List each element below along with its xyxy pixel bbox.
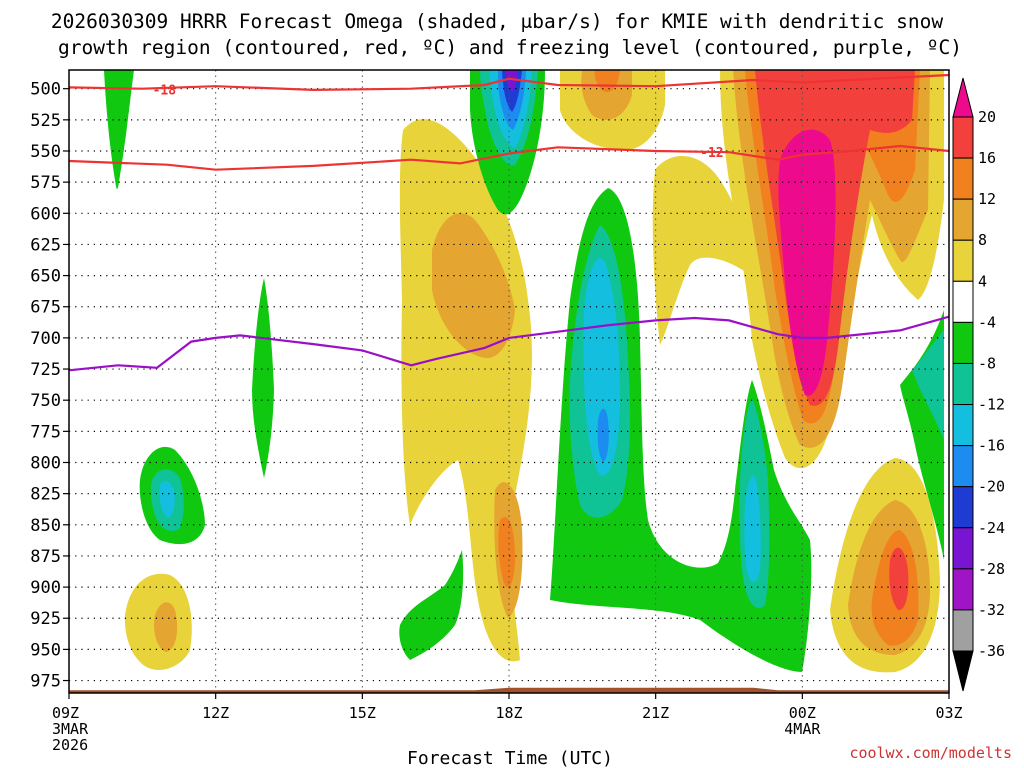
x-axis-label: Forecast Time (UTC)	[407, 748, 613, 768]
colorbar-label: -4	[978, 313, 996, 331]
omega-magenta-shading	[778, 129, 836, 396]
y-tick-label: 975	[30, 672, 61, 692]
y-tick-label: 825	[30, 485, 61, 505]
y-tick-label: 500	[30, 80, 61, 100]
colorbar-label: -12	[978, 396, 1005, 414]
colorbar-label: -24	[978, 519, 1005, 537]
contour-dgz-top	[68, 73, 950, 92]
y-tick-label: 800	[30, 453, 61, 473]
contour-dgz-bottom	[68, 144, 950, 171]
chart-title-line1: 2026030309 HRRR Forecast Omega (shaded, …	[51, 10, 943, 33]
colorbar-cap-bottom	[952, 650, 974, 692]
colorbar-label: -36	[978, 642, 1005, 660]
source-credit: coolwx.com/modelts	[849, 744, 1012, 762]
contour-label-top: -18	[153, 84, 177, 99]
colorbar-bin	[952, 116, 974, 159]
y-tick-label: 625	[30, 235, 61, 255]
colorbar-label: 12	[978, 190, 996, 208]
x-tick-label: 03Z	[935, 704, 962, 722]
y-tick-label: 850	[30, 516, 61, 536]
y-tick-label: 525	[30, 111, 61, 131]
colorbar-bin	[952, 362, 974, 406]
y-tick-label: 675	[30, 298, 61, 318]
colorbar-bin	[952, 198, 974, 241]
colorbar-label: 20	[978, 108, 996, 126]
colorbar-bin	[952, 568, 974, 611]
colorbar-bin	[952, 609, 974, 652]
x-tick-label: 09Z	[52, 704, 79, 722]
plot-area: -18 -12	[68, 69, 950, 694]
colorbar-bin	[952, 239, 974, 282]
colorbar-bin	[952, 445, 974, 488]
y-tick-label: 900	[30, 578, 61, 598]
y-tick-label: 775	[30, 422, 61, 442]
colorbar-label: -20	[978, 478, 1005, 496]
colorbar-label: -8	[978, 354, 996, 372]
y-tick-label: 725	[30, 360, 61, 380]
colorbar-label: -32	[978, 601, 1005, 619]
y-tick-label: 875	[30, 547, 61, 567]
contour-label-bottom: -12	[700, 146, 723, 161]
y-tick-label: 600	[30, 204, 61, 224]
y-tick-label: 925	[30, 609, 61, 629]
colorbar-bin	[952, 486, 974, 529]
y-tick-label: 700	[30, 329, 61, 349]
colorbar-bin	[952, 280, 974, 323]
x-tick-label: 15Z	[349, 704, 376, 722]
contour-lines: -18 -12	[68, 73, 950, 372]
colorbar-label: -28	[978, 560, 1005, 578]
y-tick-label: 950	[30, 640, 61, 660]
colorbar: 20 16 12 8 4 -4 -8 -12 -16 -20 -24 -28 -32 -36	[952, 77, 1005, 692]
x-tick-sublabel: 4MAR	[784, 720, 821, 738]
x-tick-label: 12Z	[202, 704, 229, 722]
y-tick-label: 550	[30, 142, 61, 162]
colorbar-label: 16	[978, 149, 996, 167]
y-tick-label: 650	[30, 267, 61, 287]
x-tick-sublabel: 3MAR	[52, 720, 89, 738]
contour-freezing-level	[68, 315, 950, 372]
colorbar-bin	[952, 157, 974, 200]
colorbar-cap-top	[952, 77, 974, 118]
x-tick-label: 00Z	[789, 704, 816, 722]
y-axis-pressure: 500 525 550 575 600 625 650 675 700 725 750 775 800 8…	[30, 80, 69, 692]
colorbar-bin	[952, 404, 974, 447]
colorbar-bin	[952, 527, 974, 570]
colorbar-bin	[952, 321, 974, 364]
surface-terrain	[69, 687, 949, 693]
colorbar-label: -16	[978, 437, 1005, 455]
y-tick-label: 575	[30, 173, 61, 193]
chart-title-line2: growth region (contoured, red, ºC) and f…	[58, 36, 962, 59]
y-tick-label: 750	[30, 391, 61, 411]
x-tick-label: 18Z	[495, 704, 522, 722]
colorbar-label: 4	[978, 272, 987, 290]
x-tick-label: 21Z	[642, 704, 669, 722]
terrain-fill	[69, 687, 949, 693]
x-tick-sublabel: 2026	[52, 736, 88, 754]
colorbar-label: 8	[978, 231, 987, 249]
